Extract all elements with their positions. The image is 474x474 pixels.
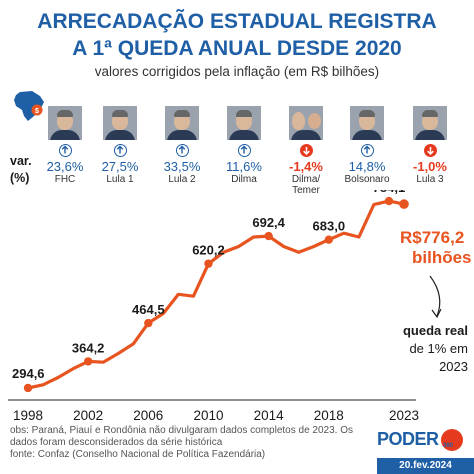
data-label: 692,4: [252, 215, 285, 230]
variation-percent: 27,5%: [101, 159, 139, 174]
data-label: 784,1: [373, 190, 406, 195]
data-label: 464,5: [132, 302, 165, 317]
x-tick-label: 2002: [73, 408, 103, 423]
president-item: 33,5% Lula 2: [150, 106, 214, 185]
variation-percent: 11,6%: [226, 159, 262, 174]
president-photo: [103, 106, 137, 140]
data-point: [144, 318, 153, 328]
president-name-line2: Temer: [292, 185, 320, 196]
president-name: Lula 1: [106, 174, 134, 185]
data-point: [23, 383, 33, 393]
annotation-arrow: [429, 275, 441, 317]
data-point: [384, 196, 394, 206]
president-name: Dilma/: [291, 174, 321, 185]
title-line-2: A 1ª QUEDA ANUAL DESDE 2020: [72, 37, 402, 60]
annotation-arrowhead: [431, 308, 442, 319]
x-tick-label: 2018: [314, 408, 344, 423]
president-photo: [413, 106, 447, 140]
variation-percent: 33,5%: [163, 159, 201, 174]
president-item: -1,0% Lula 3: [398, 106, 462, 185]
highlight-value: R$776,2: [400, 228, 464, 247]
annotation-line3: 2023: [439, 359, 468, 374]
president-photo: [350, 106, 384, 140]
variation-label-line2: (%): [10, 171, 30, 185]
president-photo: [48, 106, 82, 140]
x-tick-label: 2023: [389, 408, 419, 423]
data-label: 683,0: [313, 219, 346, 234]
president-name: Dilma: [231, 174, 257, 185]
data-point: [83, 357, 93, 366]
svg-text:$: $: [35, 108, 39, 115]
chart-title: ARRECADAÇÃO ESTADUAL REGISTRA A 1ª QUEDA…: [0, 8, 474, 62]
president-item: 23,6% FHC: [33, 106, 97, 185]
variation-percent: 23,6%: [46, 159, 84, 174]
president-item: 27,5% Lula 1: [88, 106, 152, 185]
data-point: [264, 231, 273, 241]
publish-date: 20.fev.2024: [377, 458, 474, 474]
arrow-down-icon: [423, 144, 437, 157]
arrow-up-icon: [113, 144, 127, 157]
president-photo: [289, 106, 323, 140]
x-tick-label: 2014: [254, 408, 285, 423]
footnote: obs: Paraná, Piauí e Rondônia não divulg…: [10, 425, 380, 461]
annotation-line2: de 1% em: [409, 341, 468, 356]
data-label: 620,2: [192, 243, 225, 258]
footnote-line1: obs: Paraná, Piauí e Rondônia não divulg…: [10, 425, 353, 436]
variation-percent: -1,4%: [289, 159, 323, 174]
x-tick-label: 2010: [193, 408, 223, 423]
brazil-map-icon: $: [14, 91, 44, 121]
highlight-unit: bilhões: [412, 248, 472, 267]
footnote-line2: dados foram desconsiderados da série his…: [10, 437, 223, 448]
logo-text: PODER: [377, 429, 439, 449]
data-label: 364,2: [72, 340, 105, 355]
arrow-up-icon: [360, 144, 374, 157]
variation-percent: 14,8%: [348, 159, 386, 174]
x-tick-label: 2006: [133, 408, 163, 423]
poder360-logo: PODER 360: [377, 429, 467, 455]
arrow-up-icon: [175, 144, 189, 157]
president-item: 11,6% Dilma: [212, 106, 276, 185]
data-point: [324, 235, 333, 244]
chart-subtitle: valores corrigidos pela inflação (em R$ …: [94, 64, 380, 79]
variation-label: var. (%): [10, 153, 32, 187]
title-line-1: ARRECADAÇÃO ESTADUAL REGISTRA: [37, 10, 437, 33]
arrow-up-icon: [58, 144, 72, 157]
president-name: Bolsonaro: [344, 174, 390, 185]
president-photo: [165, 106, 199, 140]
variation-label-line1: var.: [10, 154, 32, 168]
data-point: [204, 259, 213, 268]
annotation-line1: queda real: [403, 323, 468, 338]
highlight-point: [399, 199, 409, 209]
president-name: FHC: [54, 174, 76, 185]
footnote-source: fonte: Confaz (Conselho Nacional de Polí…: [10, 449, 266, 460]
x-tick-label: 1998: [13, 408, 43, 423]
data-label: 294,6: [12, 366, 45, 381]
arrow-down-icon: [299, 144, 313, 157]
president-item: 14,8% Bolsonaro: [335, 106, 399, 185]
logo-sun-icon: [441, 429, 463, 451]
president-photo: [227, 106, 261, 140]
variation-percent: -1,0%: [413, 159, 447, 174]
logo-360: 360: [443, 443, 454, 449]
president-name: Lula 2: [168, 174, 196, 185]
president-item: -1,4% Dilma/Temer: [274, 106, 338, 196]
president-name: Lula 3: [416, 174, 444, 185]
arrow-up-icon: [237, 144, 251, 157]
line-chart: 294,6 364,2 464,5 620,2 692,4 683,0 784,1 R$776…: [8, 190, 472, 423]
